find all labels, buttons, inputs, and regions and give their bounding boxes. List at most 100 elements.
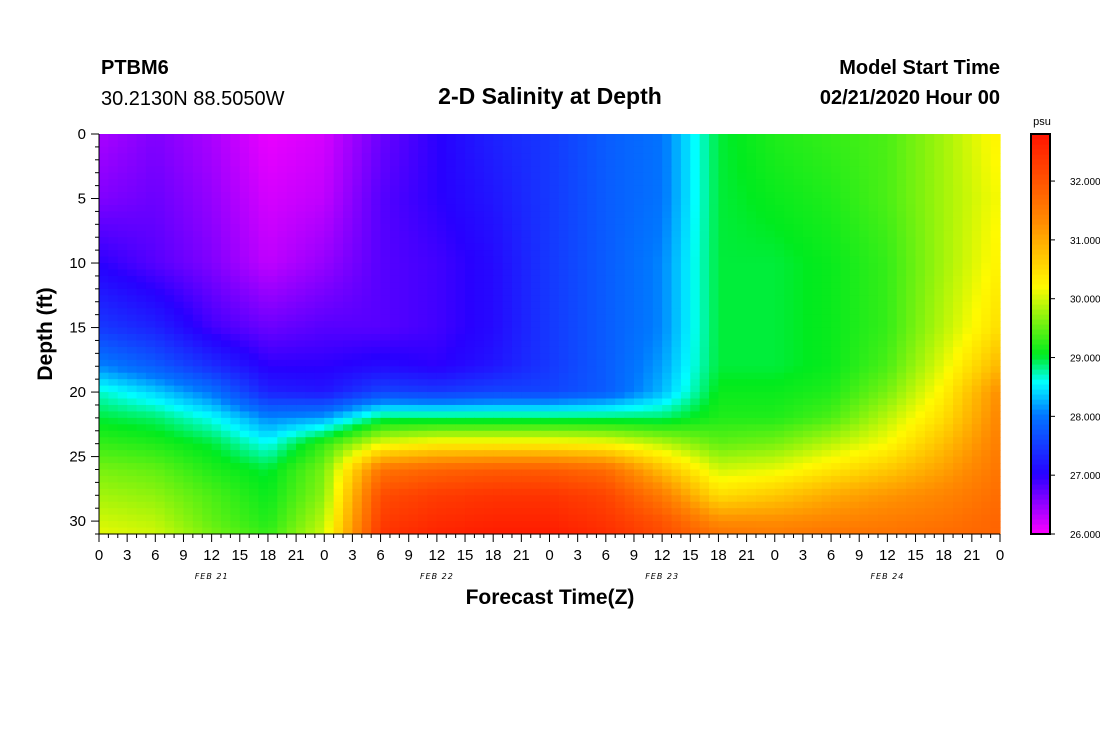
heatmap-cell [605, 372, 616, 380]
heatmap-cell [286, 443, 297, 451]
heatmap-cell [408, 211, 419, 219]
heatmap-cell [465, 346, 476, 354]
heatmap-cell [737, 308, 748, 316]
heatmap-cell [352, 153, 363, 161]
heatmap-cell [418, 456, 429, 464]
heatmap-cell [108, 282, 119, 290]
heatmap-cell [906, 443, 917, 451]
heatmap-cell [596, 185, 607, 193]
heatmap-cell [896, 346, 907, 354]
heatmap-cell [502, 204, 513, 213]
heatmap-cell [690, 334, 701, 342]
heatmap-cell [324, 372, 335, 380]
heatmap-cell [765, 282, 776, 290]
heatmap-cell [615, 230, 626, 238]
heatmap-cell [643, 159, 654, 167]
heatmap-cell [774, 398, 785, 406]
heatmap-cell [380, 450, 391, 458]
heatmap-cell [934, 295, 945, 303]
heatmap-cell [389, 437, 400, 445]
heatmap-cell [455, 411, 466, 419]
heatmap-cell [465, 398, 476, 406]
heatmap-cell [887, 243, 898, 251]
heatmap-cell [859, 237, 870, 245]
heatmap-cell [765, 417, 776, 425]
heatmap-cell [465, 295, 476, 303]
heatmap-cell [568, 314, 579, 322]
heatmap-cell [718, 198, 729, 206]
heatmap-cell [831, 204, 842, 213]
heatmap-cell [906, 185, 917, 193]
heatmap-cell [127, 346, 138, 354]
heatmap-cell [859, 379, 870, 387]
heatmap-cell [849, 411, 860, 419]
heatmap-cell [784, 237, 795, 245]
heatmap-cell [633, 450, 644, 458]
heatmap-cell [343, 417, 354, 425]
heatmap-cell [831, 353, 842, 361]
heatmap-cell [305, 404, 316, 413]
heatmap-cell [662, 211, 673, 219]
heatmap-cell [934, 346, 945, 354]
heatmap-cell [277, 159, 288, 167]
heatmap-cell [549, 314, 560, 322]
heatmap-cell [389, 230, 400, 238]
heatmap-cell [408, 146, 419, 154]
heatmap-cell [371, 366, 382, 374]
heatmap-cell [239, 379, 250, 387]
heatmap-cell [333, 282, 344, 290]
heatmap-cell [127, 353, 138, 361]
heatmap-cell [230, 159, 241, 167]
heatmap-cell [680, 366, 691, 374]
heatmap-cell [812, 340, 823, 348]
heatmap-cell [99, 379, 109, 387]
heatmap-cell [812, 404, 823, 413]
heatmap-cell [831, 140, 842, 148]
heatmap-cell [183, 456, 194, 464]
heatmap-cell [802, 424, 813, 432]
heatmap-cell [127, 159, 138, 167]
heatmap-cell [455, 456, 466, 464]
heatmap-cell [953, 411, 964, 419]
heatmap-cell [465, 198, 476, 206]
heatmap-cell [155, 456, 166, 464]
heatmap-cell [249, 411, 260, 419]
heatmap-cell [877, 411, 888, 419]
heatmap-cell [427, 153, 438, 161]
heatmap-cell [962, 327, 973, 335]
heatmap-cell [202, 385, 213, 393]
heatmap-cell [145, 340, 156, 348]
heatmap-cell [202, 353, 213, 361]
heatmap-cell [343, 359, 354, 367]
heatmap-cell [896, 437, 907, 445]
heatmap-cell [737, 192, 748, 200]
heatmap-cell [934, 159, 945, 167]
heatmap-cell [549, 353, 560, 361]
heatmap-cell [371, 159, 382, 167]
heatmap-cell [887, 346, 898, 354]
heatmap-cell [108, 140, 119, 148]
heatmap-cell [455, 417, 466, 425]
heatmap-cell [812, 159, 823, 167]
heatmap-cell [493, 153, 504, 161]
heatmap-cell [258, 321, 269, 329]
heatmap-cell [709, 179, 720, 187]
heatmap-cell [962, 275, 973, 283]
heatmap-cell [258, 301, 269, 309]
heatmap-cell [962, 359, 973, 367]
heatmap-cell [511, 179, 522, 187]
heatmap-cell [906, 243, 917, 251]
heatmap-cell [558, 198, 569, 206]
heatmap-cell [511, 288, 522, 296]
heatmap-cell [192, 450, 203, 458]
heatmap-cell [643, 456, 654, 464]
heatmap-cell [737, 450, 748, 458]
heatmap-cell [633, 166, 644, 174]
heatmap-cell [108, 359, 119, 367]
heatmap-cell [990, 379, 1001, 387]
heatmap-cell [802, 301, 813, 309]
heatmap-cell [230, 250, 241, 258]
heatmap-cell [727, 411, 738, 419]
heatmap-cell [953, 346, 964, 354]
